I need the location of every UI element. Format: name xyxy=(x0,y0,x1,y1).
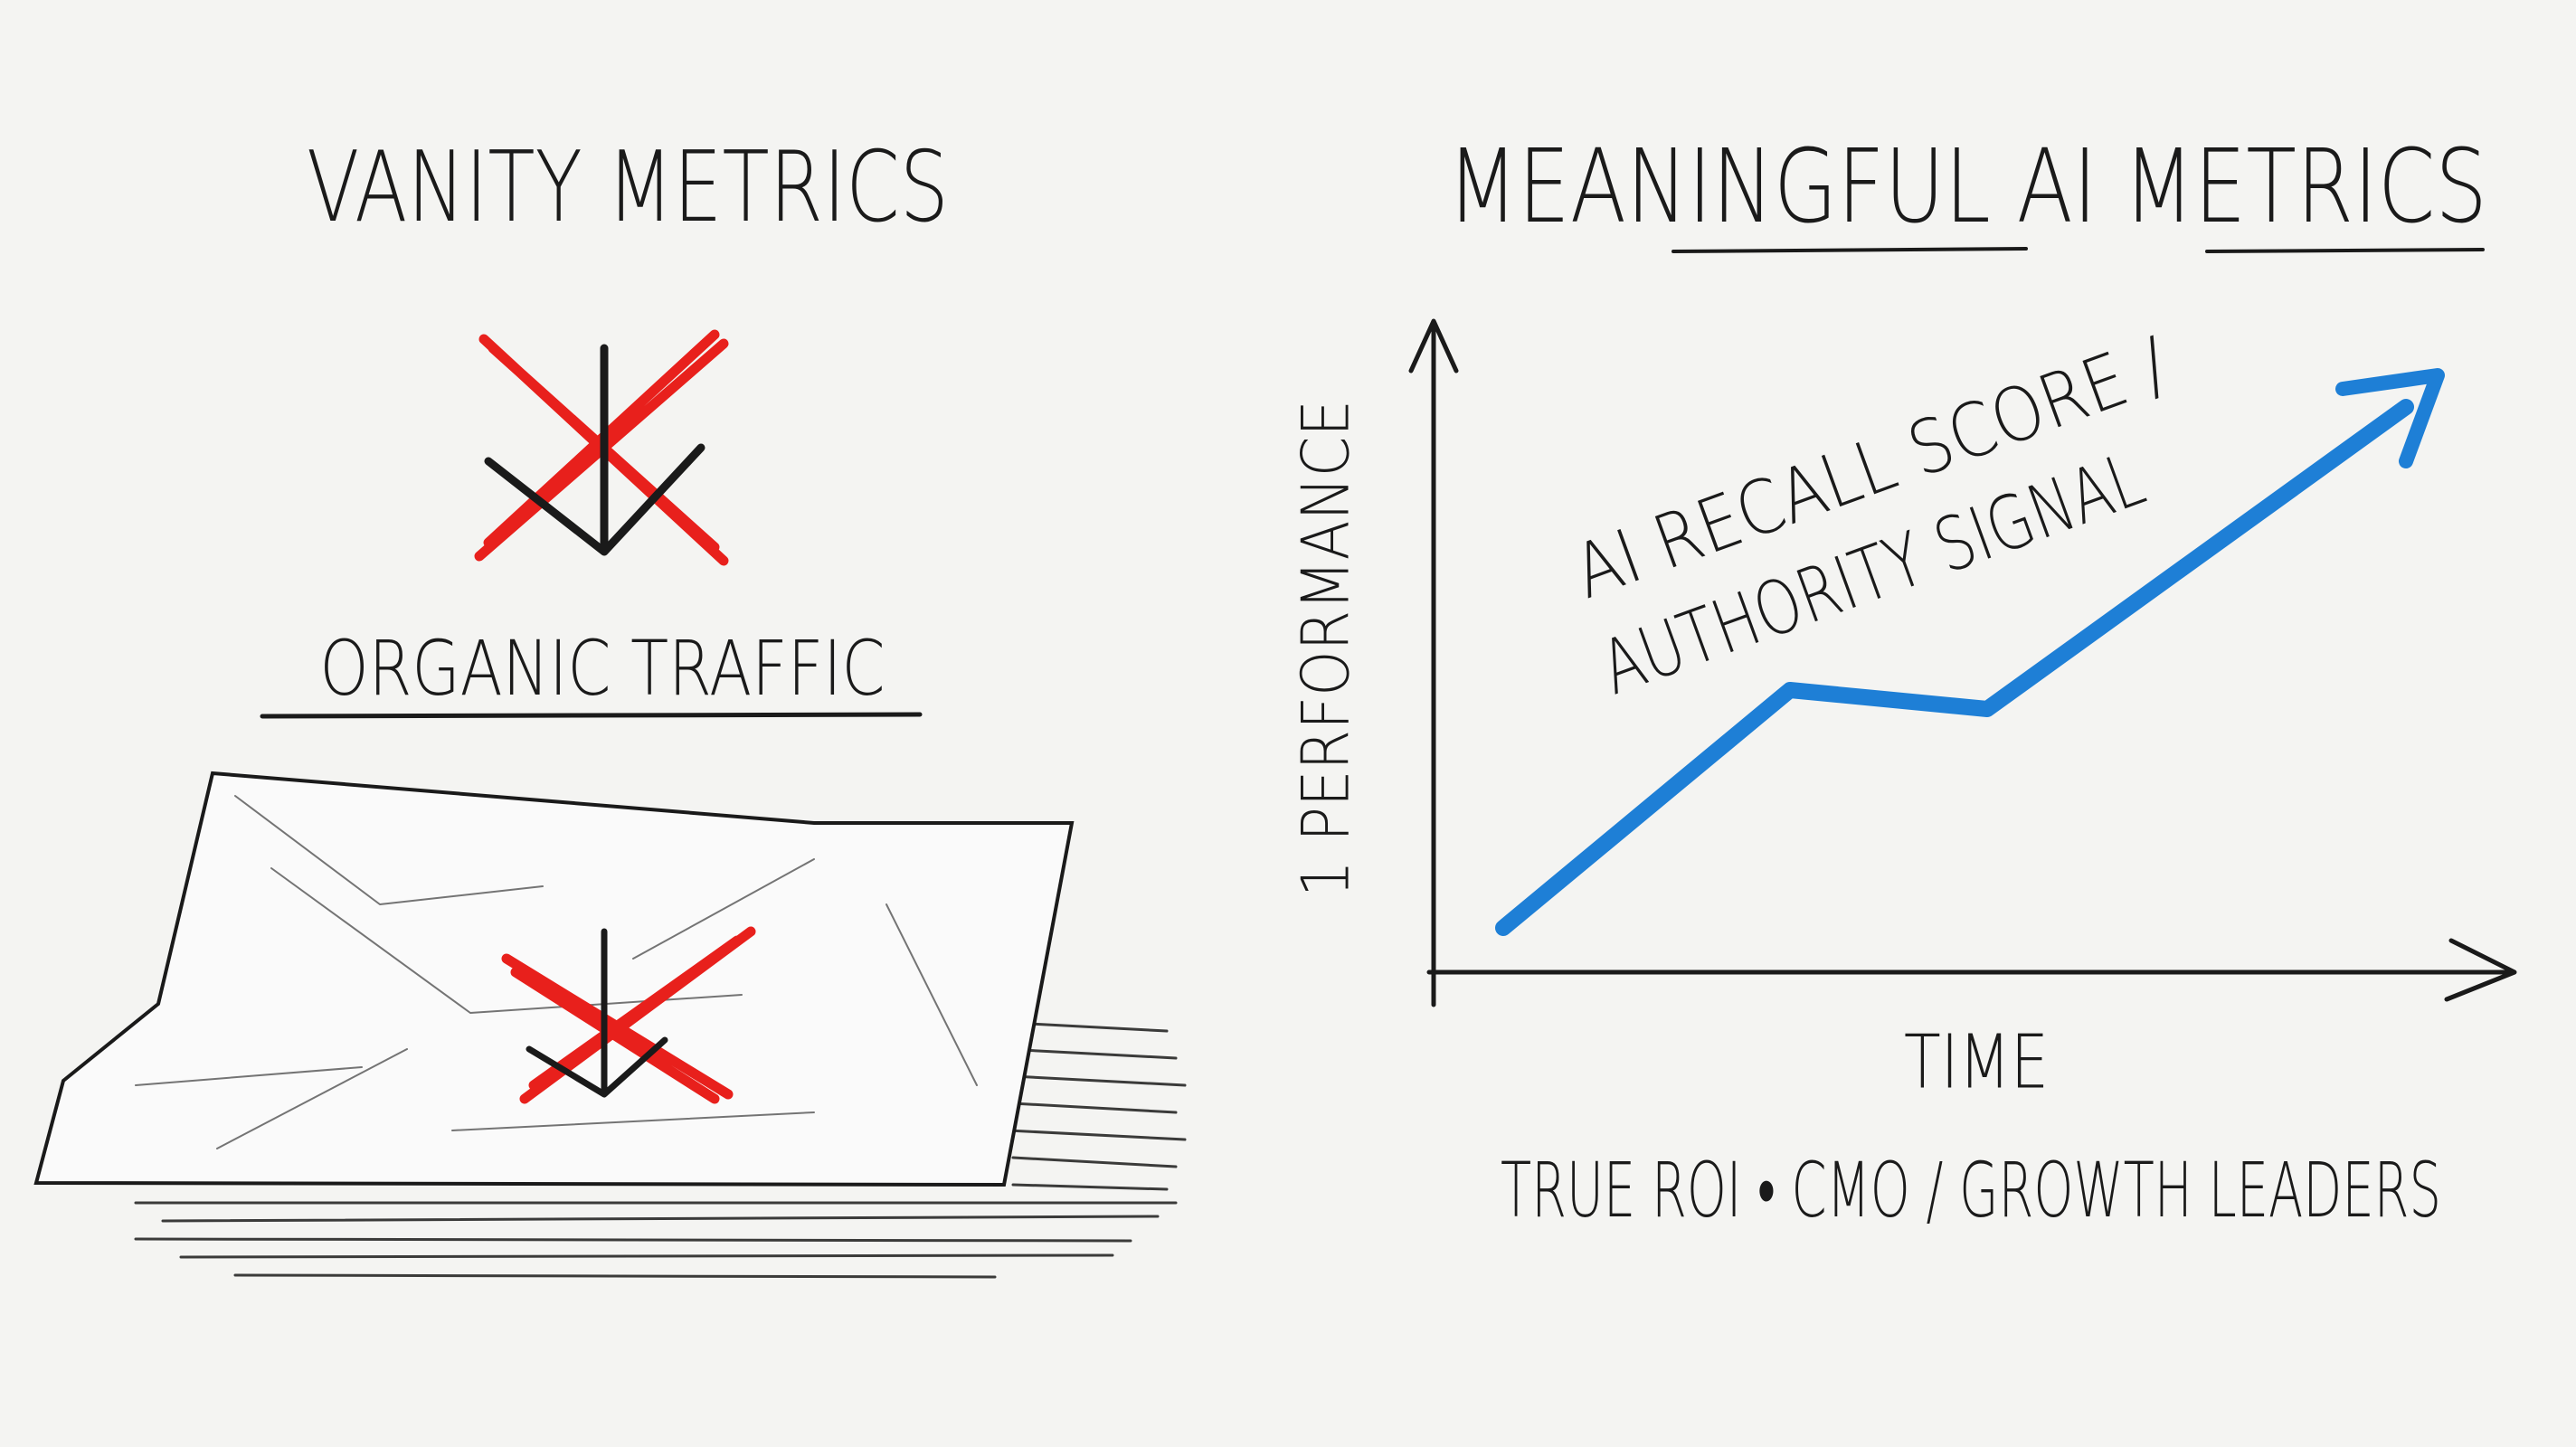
x-axis-label: TIME xyxy=(1904,1020,2049,1106)
y-axis-label: 1 PERFORMANCE xyxy=(1288,400,1364,897)
right-title: MEANINGFUL AI METRICS xyxy=(1447,128,2487,246)
footer: TRUE ROI • CMO / GROWTH LEADERS xyxy=(1501,1146,2441,1234)
pillow xyxy=(33,771,1187,1279)
underline xyxy=(260,712,923,719)
trend-line xyxy=(1495,368,2445,936)
underline xyxy=(1672,247,2485,253)
axes xyxy=(1408,318,2517,1007)
left-title: VANITY METRICS xyxy=(307,131,949,244)
left-label: ORGANIC TRAFFIC xyxy=(320,624,886,713)
crossed-arrow xyxy=(474,329,729,566)
